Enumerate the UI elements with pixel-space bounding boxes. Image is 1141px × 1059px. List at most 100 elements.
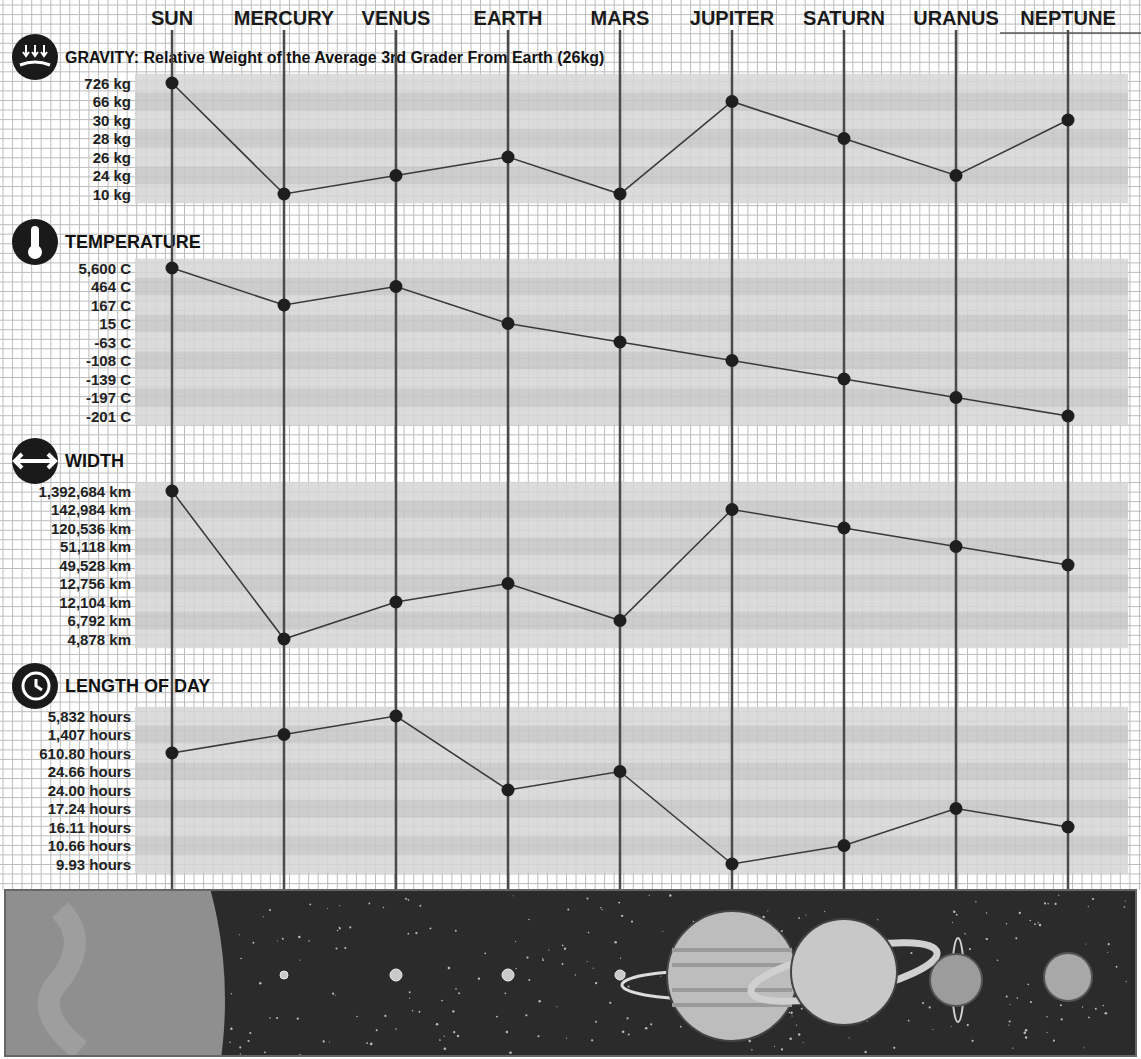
star [528, 979, 530, 981]
star [932, 1029, 933, 1030]
tick-label: 1,392,684 km [38, 483, 131, 500]
star [538, 1000, 540, 1002]
category-label: JUPITER [690, 7, 775, 29]
star [951, 1026, 952, 1027]
tick-label: 4,878 km [68, 631, 131, 648]
star [247, 1040, 249, 1042]
panel: 5,600 C464 C167 C15 C-63 C-108 C-139 C-1… [12, 219, 1128, 425]
star [376, 1029, 378, 1031]
star [297, 1018, 299, 1020]
star [650, 1023, 652, 1025]
star [239, 1046, 241, 1048]
star [384, 1015, 386, 1017]
star [455, 988, 457, 990]
star [332, 993, 334, 995]
star [586, 897, 588, 899]
star [922, 1002, 924, 1004]
star [803, 1042, 804, 1043]
data-point [390, 169, 403, 182]
star [252, 942, 254, 944]
star [327, 908, 328, 909]
star [971, 1040, 973, 1042]
star [1125, 900, 1126, 901]
star [929, 1006, 931, 1008]
star [631, 921, 633, 923]
data-point [726, 503, 739, 516]
tick-label: 5,600 C [78, 260, 131, 277]
star [542, 958, 543, 959]
star [496, 1016, 498, 1018]
panel-icon [12, 34, 58, 80]
star [537, 1035, 539, 1037]
small-planet [615, 970, 625, 980]
star [526, 956, 528, 958]
star [1053, 1040, 1055, 1042]
star [299, 959, 300, 960]
star [628, 985, 630, 987]
star [1025, 1029, 1028, 1032]
data-group [166, 485, 1075, 646]
category-label: EARTH [474, 7, 543, 29]
data-point [726, 354, 739, 367]
star [1061, 1018, 1063, 1020]
star [309, 903, 311, 905]
data-point [166, 485, 179, 498]
star [1006, 996, 1008, 998]
jupiter-band [672, 948, 792, 952]
star [1037, 922, 1038, 923]
star [298, 936, 301, 939]
star [329, 1041, 330, 1042]
star [593, 968, 594, 969]
small-planet [502, 969, 514, 981]
star [366, 1042, 368, 1044]
star [513, 895, 514, 896]
header-rule [1000, 32, 1141, 34]
star [505, 992, 507, 994]
data-group [166, 262, 1075, 423]
paper-line [0, 5, 1141, 6]
chart-root: 726 kg66 kg30 kg28 kg26 kg24 kg10 kgGRAV… [0, 0, 1141, 1059]
icon-glyph [28, 245, 42, 259]
star [1055, 903, 1057, 905]
tick-label: -201 C [86, 408, 131, 425]
star [867, 1021, 868, 1022]
star [308, 940, 310, 942]
tick-label: 1,407 hours [48, 726, 131, 743]
category-lines [172, 30, 1068, 960]
star [1126, 981, 1127, 982]
tick-label: -197 C [86, 389, 131, 406]
data-point [502, 317, 515, 330]
star [893, 1047, 895, 1049]
grid-band [135, 630, 1128, 649]
star [1124, 906, 1126, 908]
star [405, 898, 407, 900]
star [335, 995, 336, 996]
star [1046, 1032, 1047, 1033]
star [339, 905, 340, 906]
star [269, 909, 271, 911]
data-group [166, 77, 1075, 201]
panel-title: GRAVITY: Relative Weight of the Average … [65, 49, 604, 66]
star [323, 1040, 325, 1042]
panel: 5,832 hours1,407 hours610.80 hours24.66 … [12, 663, 1128, 873]
star [1116, 966, 1118, 968]
data-point [1062, 410, 1075, 423]
category-label: NEPTUNE [1020, 7, 1116, 29]
star [1012, 1047, 1013, 1048]
icon-disc [12, 663, 58, 709]
tick-label: 51,118 km [60, 538, 131, 555]
star [849, 1037, 850, 1038]
star [276, 1017, 278, 1019]
star [230, 1028, 232, 1030]
category-line [171, 30, 174, 905]
icon-disc [12, 219, 58, 265]
category-line [843, 30, 846, 960]
space-panel [0, 575, 1136, 1059]
star [864, 1051, 866, 1053]
star [790, 1012, 792, 1014]
data-point [950, 540, 963, 553]
star [1108, 943, 1110, 945]
star [622, 1031, 625, 1034]
panel-title: TEMPERATURE [65, 232, 201, 252]
star [299, 1054, 300, 1055]
